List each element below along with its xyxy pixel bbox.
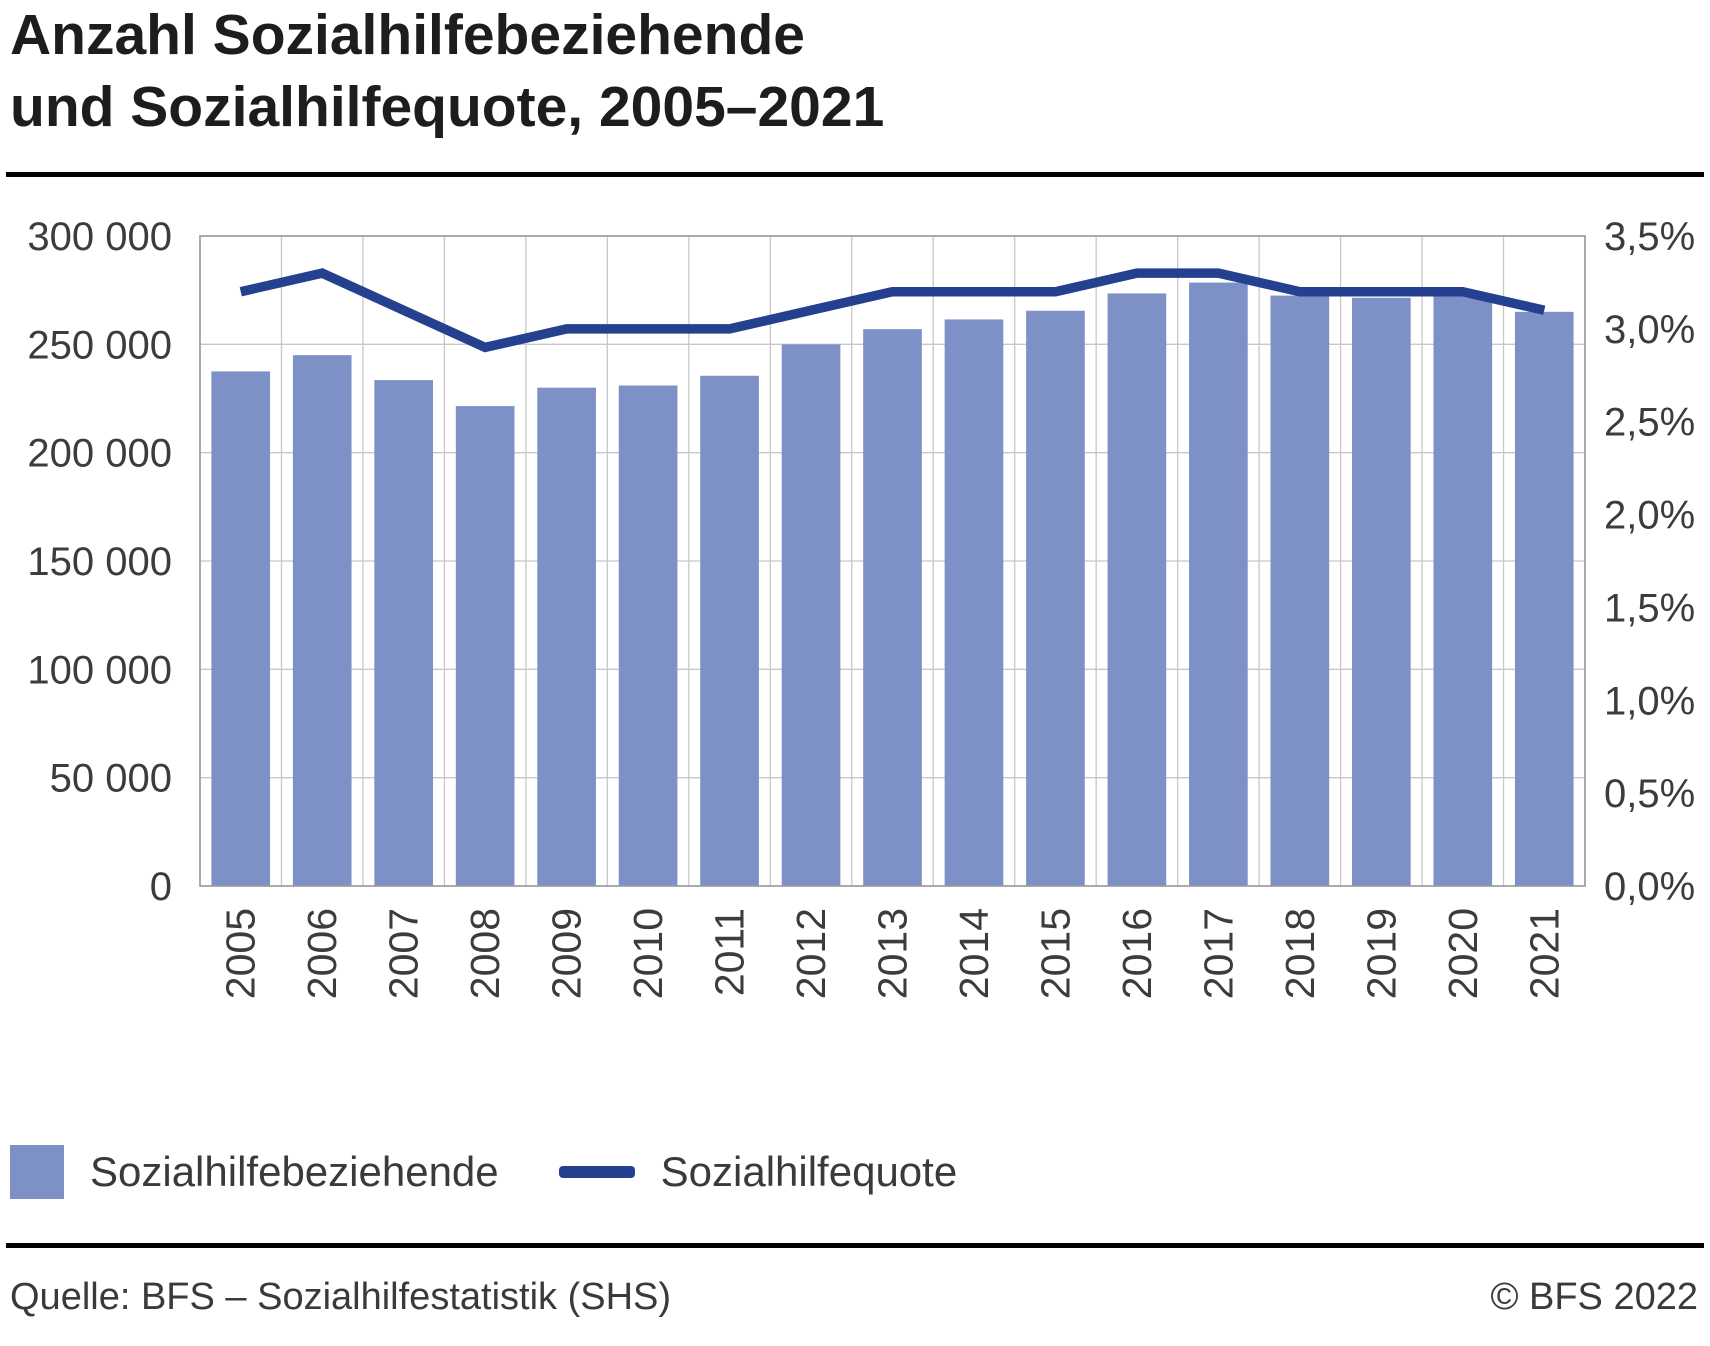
right-axis-tick-label: 3,5% xyxy=(1604,215,1695,259)
x-tick-label: 2013 xyxy=(870,908,916,999)
bar-2017 xyxy=(1189,282,1248,886)
title-line-2: und Sozialhilfequote, 2005–2021 xyxy=(10,74,885,139)
right-axis-tick-label: 1,5% xyxy=(1604,586,1695,630)
bar-2016 xyxy=(1107,293,1167,887)
x-tick-label: 2009 xyxy=(544,908,590,999)
title-line-1: Anzahl Sozialhilfebeziehende xyxy=(10,3,805,67)
bar-2005 xyxy=(211,371,271,886)
left-axis-tick-label: 100 000 xyxy=(27,648,172,692)
legend-bar-label: Sozialhilfebeziehende xyxy=(90,1148,499,1195)
bar-2006 xyxy=(292,355,352,886)
bar-2008 xyxy=(455,406,515,886)
bar-2009 xyxy=(537,387,596,886)
left-axis-tick-label: 0 xyxy=(150,865,172,909)
chart-canvas: 0 50 000 100 000 150 000 200 000 250 000 300 0… xyxy=(27,215,1695,999)
x-tick-label: 2017 xyxy=(1195,908,1241,999)
bar-2011 xyxy=(700,375,759,886)
page-title: Anzahl Sozialhilfebeziehende und Sozialhi… xyxy=(10,0,884,144)
legend-line-swatch xyxy=(558,1166,635,1178)
right-axis-tick-label: 2,0% xyxy=(1604,494,1695,538)
quote-line xyxy=(239,268,1546,353)
x-tick-label: 2008 xyxy=(462,908,508,999)
x-tick-label: 2019 xyxy=(1358,908,1404,999)
bar-2019 xyxy=(1351,297,1411,886)
right-axis-tick-label: 0,5% xyxy=(1604,772,1695,816)
x-tick-label: 2018 xyxy=(1277,908,1323,999)
x-tick-label: 2012 xyxy=(788,908,834,999)
x-tick-label: 2014 xyxy=(951,908,997,999)
bar-2020 xyxy=(1433,295,1493,886)
source-text: Quelle: BFS – Sozialhilfestatistik (SHS) xyxy=(10,1276,672,1318)
title-divider xyxy=(6,172,1704,177)
bar-2014 xyxy=(944,319,1004,887)
x-tick-label: 2021 xyxy=(1521,908,1567,999)
left-axis-tick-label: 150 000 xyxy=(27,540,172,584)
x-tick-label: 2007 xyxy=(381,908,427,999)
plot-border xyxy=(199,235,1586,887)
legend-item-bars: Sozialhilfebeziehende xyxy=(10,1145,499,1199)
x-tick-label: 2015 xyxy=(1032,908,1078,999)
x-tick-label: 2006 xyxy=(299,908,345,999)
bar-2015 xyxy=(1026,310,1085,886)
left-axis-tick-label: 50 000 xyxy=(50,757,172,801)
legend: Sozialhilfebeziehende Sozialhilfequote xyxy=(10,1132,957,1212)
copyright-text: © BFS 2022 xyxy=(1490,1276,1698,1318)
right-axis-tick-label: 0,0% xyxy=(1604,865,1695,909)
left-axis-tick-label: 300 000 xyxy=(27,215,172,259)
left-axis-tick-label: 250 000 xyxy=(27,323,172,367)
bar-2021 xyxy=(1514,311,1574,886)
right-axis-tick-label: 2,5% xyxy=(1604,401,1695,445)
x-tick-label: 2020 xyxy=(1440,908,1486,999)
bar-2018 xyxy=(1270,295,1330,886)
x-tick-label: 2010 xyxy=(625,908,671,999)
bar-2012 xyxy=(781,344,841,886)
x-tick-label: 2005 xyxy=(218,908,264,999)
bar-2007 xyxy=(374,380,434,886)
bar-2013 xyxy=(863,329,922,886)
legend-line-label: Sozialhilfequote xyxy=(660,1148,958,1195)
x-tick-label: 2011 xyxy=(707,908,753,996)
left-axis-tick-label: 200 000 xyxy=(27,432,172,476)
right-axis-tick-label: 3,0% xyxy=(1604,308,1695,352)
right-axis-tick-label: 1,0% xyxy=(1604,679,1695,723)
bar-2010 xyxy=(618,385,678,886)
legend-bar-swatch xyxy=(10,1145,64,1199)
x-tick-label: 2016 xyxy=(1114,908,1160,999)
footer: Quelle: BFS – Sozialhilfestatistik (SHS)… xyxy=(10,1276,1698,1319)
legend-item-line: Sozialhilfequote xyxy=(558,1148,958,1196)
footer-divider xyxy=(6,1243,1704,1248)
